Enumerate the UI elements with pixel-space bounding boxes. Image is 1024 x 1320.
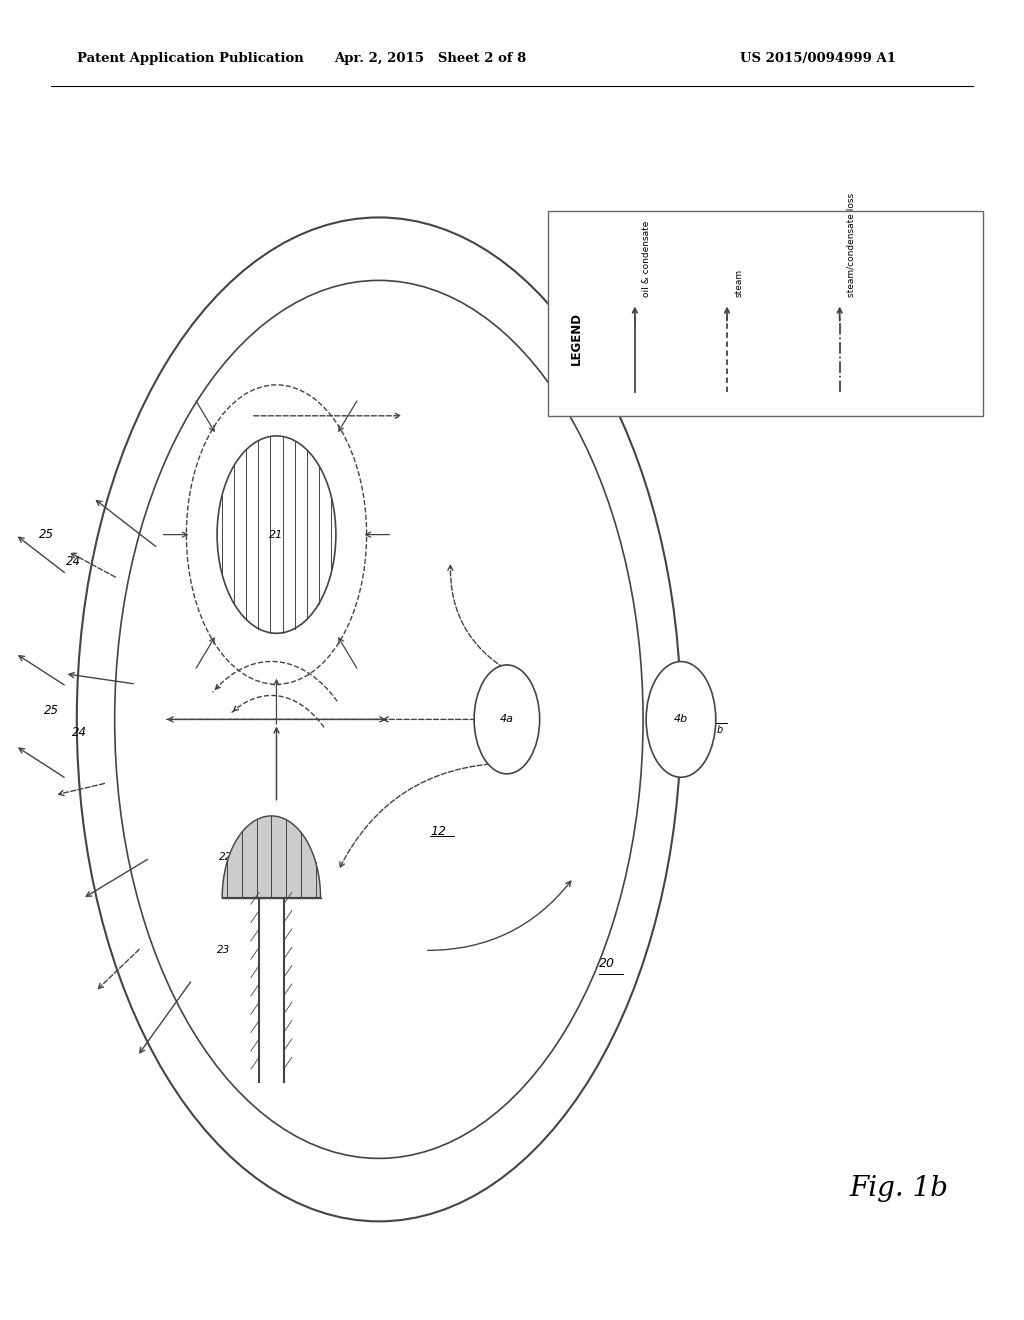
Polygon shape bbox=[222, 816, 321, 898]
Text: oil & condensate: oil & condensate bbox=[642, 220, 651, 297]
Text: 23: 23 bbox=[217, 945, 230, 956]
Text: steam/condensate loss: steam/condensate loss bbox=[847, 193, 856, 297]
Ellipse shape bbox=[474, 665, 540, 774]
Text: Fig. 1b: Fig. 1b bbox=[850, 1175, 949, 1201]
Text: 4b: 4b bbox=[674, 714, 688, 725]
Text: 25: 25 bbox=[39, 528, 53, 541]
Text: 12: 12 bbox=[430, 825, 446, 838]
Text: US 2015/0094999 A1: US 2015/0094999 A1 bbox=[740, 51, 896, 65]
Text: 25: 25 bbox=[44, 704, 58, 717]
Text: b: b bbox=[717, 725, 723, 735]
Text: 24: 24 bbox=[67, 554, 81, 568]
Text: Apr. 2, 2015   Sheet 2 of 8: Apr. 2, 2015 Sheet 2 of 8 bbox=[334, 51, 526, 65]
Text: 4a: 4a bbox=[500, 714, 514, 725]
Text: 14: 14 bbox=[696, 713, 713, 726]
Text: steam: steam bbox=[734, 269, 743, 297]
Text: 20: 20 bbox=[630, 376, 646, 389]
Text: Patent Application Publication: Patent Application Publication bbox=[77, 51, 303, 65]
Bar bbox=[548, 211, 983, 416]
Text: 20: 20 bbox=[599, 957, 615, 970]
Text: 21: 21 bbox=[269, 529, 284, 540]
Ellipse shape bbox=[646, 661, 716, 777]
Text: 24: 24 bbox=[73, 726, 87, 739]
Text: 22: 22 bbox=[219, 851, 232, 862]
Text: LEGEND: LEGEND bbox=[570, 312, 584, 364]
Ellipse shape bbox=[217, 436, 336, 634]
